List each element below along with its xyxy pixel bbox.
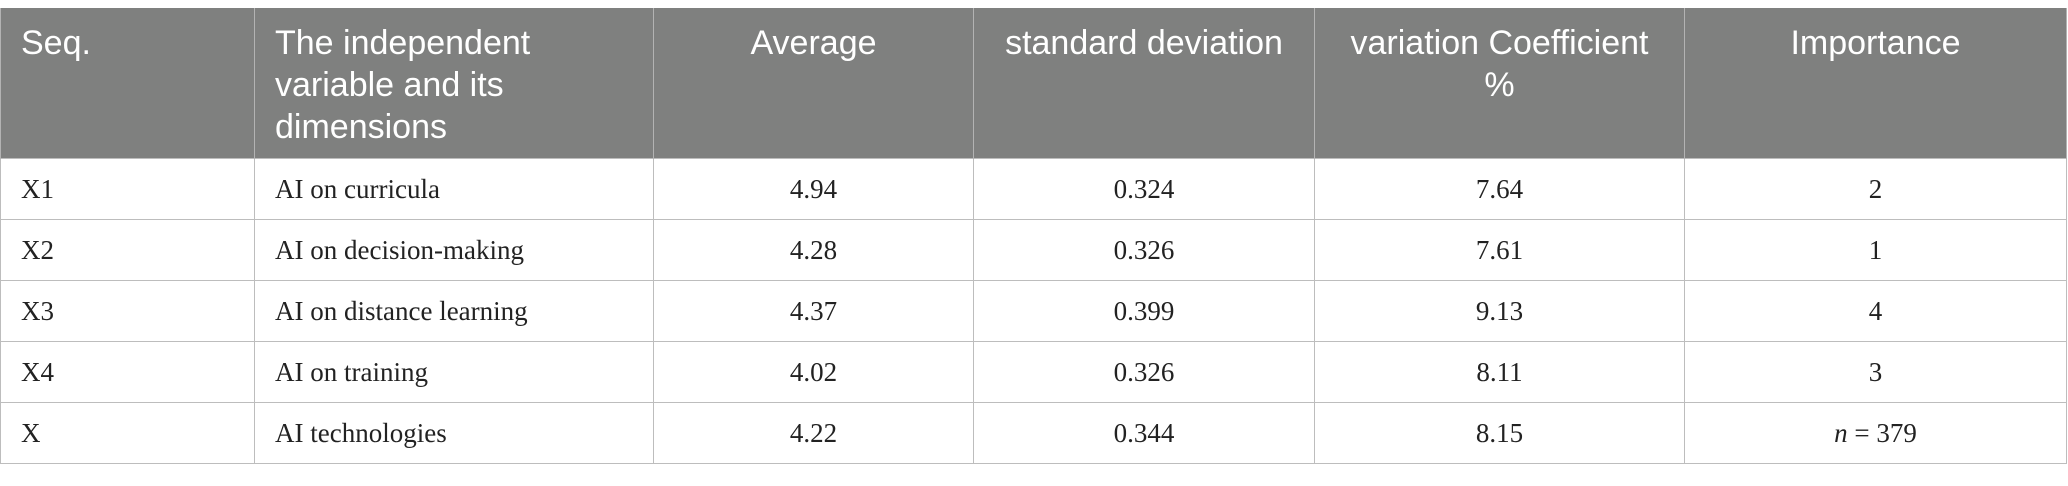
cell-seq: X1 [0,158,255,220]
cell-average: 4.28 [653,219,974,281]
header-standard-deviation: standard deviation [973,8,1315,159]
cell-variation-coefficient: 8.11 [1314,341,1685,403]
cell-sample-size: n = 379 [1684,402,2067,464]
cell-standard-deviation: 0.326 [973,219,1315,281]
cell-importance: 4 [1684,280,2067,342]
cell-seq: X2 [0,219,255,281]
cell-seq: X3 [0,280,255,342]
table-header: Seq. The independent variable and its di… [0,8,2067,159]
table-row: X1 AI on curricula 4.94 0.324 7.64 2 [0,158,2067,220]
cell-variable: AI on decision-making [254,219,654,281]
cell-importance: 2 [1684,158,2067,220]
cell-variation-coefficient: 7.61 [1314,219,1685,281]
cell-average: 4.94 [653,158,974,220]
table-row: X AI technologies 4.22 0.344 8.15 n = 37… [0,402,2067,464]
header-average: Average [653,8,974,159]
cell-variable: AI on curricula [254,158,654,220]
cell-average: 4.37 [653,280,974,342]
data-table-container: Seq. The independent variable and its di… [0,8,2068,464]
header-seq: Seq. [0,8,255,159]
cell-standard-deviation: 0.399 [973,280,1315,342]
statistics-table: Seq. The independent variable and its di… [0,8,2067,464]
cell-variable: AI technologies [254,402,654,464]
header-row: Seq. The independent variable and its di… [0,8,2067,159]
table-body: X1 AI on curricula 4.94 0.324 7.64 2 X2 … [0,158,2067,464]
header-variation-coefficient: variation Coefficient % [1314,8,1685,159]
cell-variation-coefficient: 7.64 [1314,158,1685,220]
sample-size-value: = 379 [1847,417,1917,448]
table-row: X4 AI on training 4.02 0.326 8.11 3 [0,341,2067,403]
cell-importance: 3 [1684,341,2067,403]
cell-variable: AI on training [254,341,654,403]
header-importance: Importance [1684,8,2067,159]
cell-average: 4.22 [653,402,974,464]
cell-variation-coefficient: 9.13 [1314,280,1685,342]
cell-standard-deviation: 0.326 [973,341,1315,403]
table-row: X2 AI on decision-making 4.28 0.326 7.61… [0,219,2067,281]
cell-seq: X4 [0,341,255,403]
cell-variation-coefficient: 8.15 [1314,402,1685,464]
cell-seq: X [0,402,255,464]
header-independent-variable: The independent variable and its dimensi… [254,8,654,159]
cell-importance: 1 [1684,219,2067,281]
cell-standard-deviation: 0.344 [973,402,1315,464]
cell-standard-deviation: 0.324 [973,158,1315,220]
cell-average: 4.02 [653,341,974,403]
cell-variable: AI on distance learning [254,280,654,342]
sample-size-symbol: n [1834,417,1848,448]
table-row: X3 AI on distance learning 4.37 0.399 9.… [0,280,2067,342]
